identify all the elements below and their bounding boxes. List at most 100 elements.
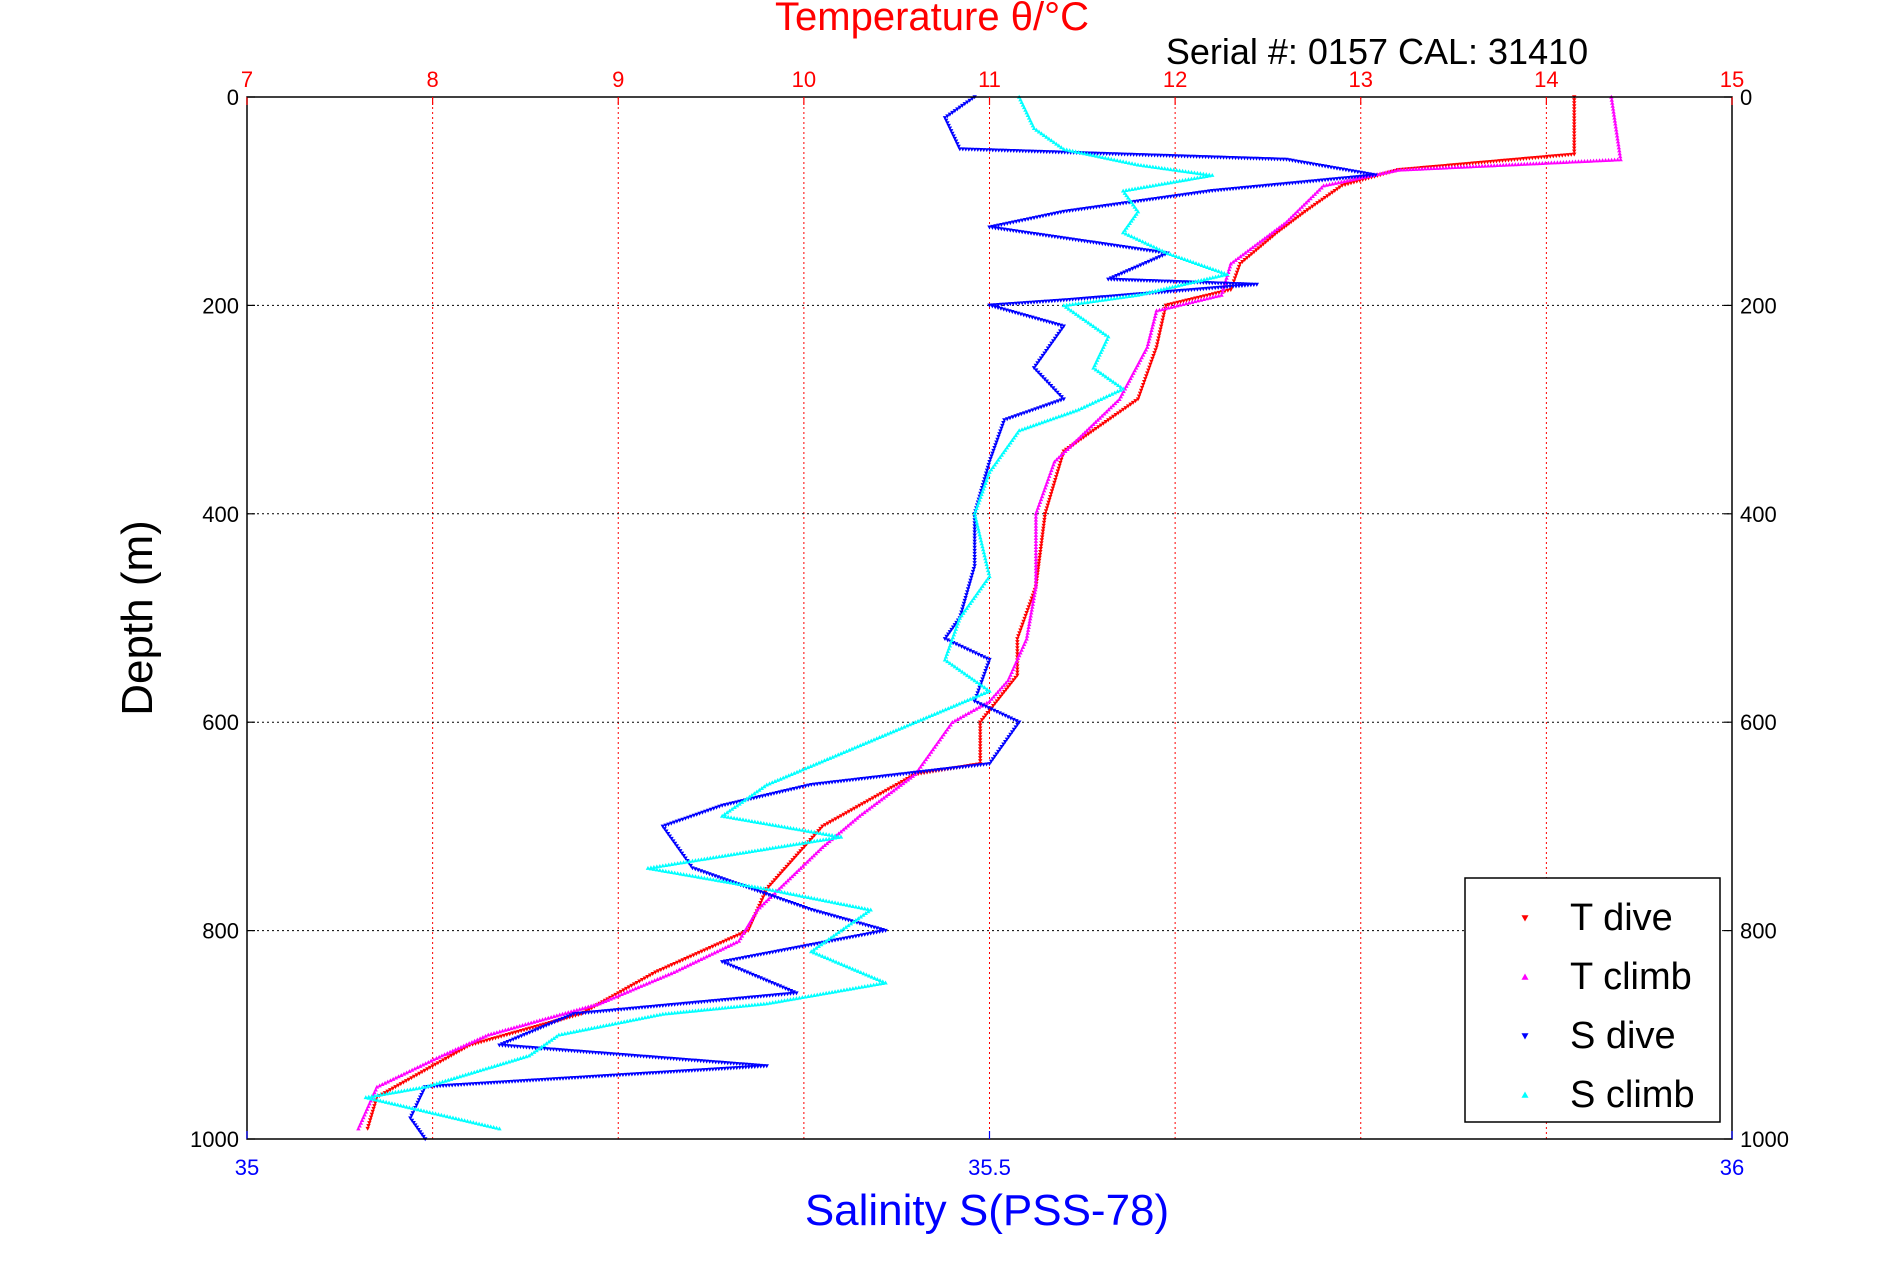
data-point [942,637,948,642]
data-point [533,1028,538,1033]
data-point [1003,740,1008,745]
data-point [974,506,979,511]
data-point [773,999,778,1004]
data-point [690,960,696,965]
data-point [776,873,781,878]
data-point [597,1001,602,1006]
data-point [1054,472,1060,477]
data-point [1260,184,1265,189]
data-point [1039,131,1044,136]
data-point [535,1027,541,1032]
data-point [1248,283,1254,288]
data-point [1521,157,1526,162]
data-point [480,1067,486,1072]
data-point [886,787,891,792]
data-point [744,970,750,975]
data-point [610,1021,615,1026]
data-point [791,842,796,847]
data-point [784,864,789,869]
data-point [1183,288,1188,293]
data-point [1239,284,1245,288]
data-point [832,989,838,994]
data-point [467,1041,472,1046]
data-point [811,762,816,767]
data-point [681,1009,686,1014]
data-point [963,147,968,152]
data-point [1005,148,1010,153]
data-point [1030,604,1035,609]
data-point [450,1115,456,1120]
data-point [1015,640,1020,645]
data-point [1286,217,1291,222]
data-point [546,1022,552,1027]
data-point [1239,186,1245,191]
data-point [927,769,933,774]
data-point [1110,403,1116,408]
data-point [421,1134,426,1139]
data-point [1585,158,1590,163]
data-point [1009,680,1014,685]
data-point [753,910,759,915]
data-point [847,747,852,752]
data-point [852,806,857,811]
data-point [720,1005,725,1010]
data-point [904,723,910,728]
data-point [1044,150,1049,155]
data-point [989,759,994,764]
data-point [734,1066,739,1071]
data-point [1153,182,1159,187]
data-point [1554,154,1559,159]
data-point [740,996,746,1001]
data-point [1064,304,1069,309]
data-point [843,825,848,830]
tick-label-right: 200 [1740,293,1777,318]
data-point [779,844,784,849]
data-point [823,938,829,943]
data-point [1134,211,1139,216]
data-point [686,815,691,820]
data-point [1228,261,1234,266]
data-point [662,1056,667,1061]
data-point [1168,279,1173,284]
data-point [1572,128,1577,133]
data-point [812,993,817,997]
data-point [1152,153,1157,158]
data-point [666,1003,671,1008]
data-point [1141,184,1147,189]
data-point [955,717,960,721]
data-point [633,986,638,991]
data-point [1040,535,1045,540]
data-point [613,992,618,997]
data-point [755,889,760,894]
data-point [1162,166,1167,171]
data-point [1001,742,1006,747]
data-point [545,1047,550,1052]
data-point [878,791,883,796]
data-point [885,731,890,736]
data-point [879,797,884,802]
data-point [963,712,968,717]
data-point [1410,167,1416,171]
data-point [1020,622,1025,627]
data-point [1572,98,1577,103]
data-point [883,788,889,793]
data-point [973,593,978,598]
data-point [985,576,990,581]
data-point [1029,607,1034,612]
data-point [1073,301,1078,306]
data-point [1120,278,1126,283]
data-point [1042,517,1047,522]
data-point [1515,157,1520,162]
data-point [1302,209,1308,214]
data-point [1085,151,1090,156]
data-point [714,805,719,810]
data-point [978,720,983,725]
data-point [1117,396,1122,401]
data-point [693,1008,698,1013]
data-point [867,797,873,802]
data-point [1617,148,1622,153]
data-point [1159,279,1164,284]
tick-label-bottom: 36 [1720,1155,1744,1180]
data-point [772,890,777,895]
